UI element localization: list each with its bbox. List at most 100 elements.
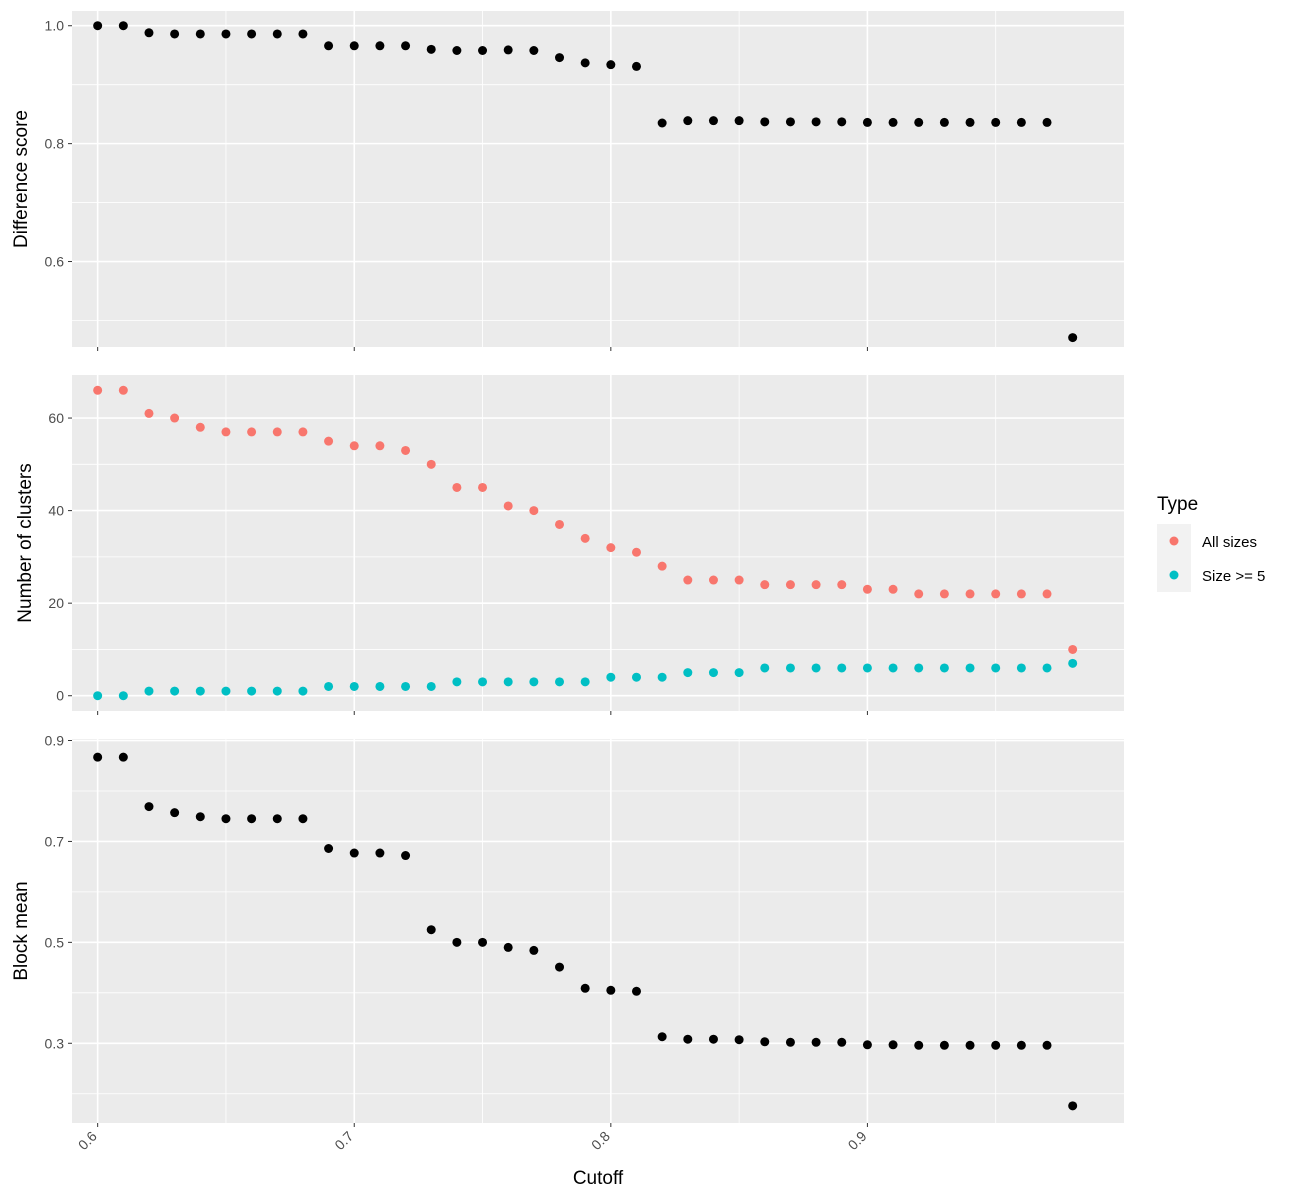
legend-key-all-sizes xyxy=(1169,536,1179,546)
data-point xyxy=(529,677,539,687)
y-axis-ticks: 0.3 0.5 0.7 0.9 xyxy=(45,733,72,1051)
data-point xyxy=(247,814,257,824)
data-point xyxy=(1016,117,1026,127)
data-point xyxy=(991,1040,1001,1050)
data-point xyxy=(1042,117,1052,127)
data-point xyxy=(298,29,308,39)
data-point xyxy=(503,501,513,511)
data-point xyxy=(401,681,411,691)
difference-score-panel: 0.6 0.8 1.0 Difference score xyxy=(11,11,1124,351)
data-point xyxy=(837,1037,847,1047)
data-point xyxy=(324,41,334,51)
y-tick-label: 0.8 xyxy=(45,136,65,152)
y-axis-title-difference-score: Difference score xyxy=(11,110,32,248)
grid-lines xyxy=(72,11,1124,347)
data-point xyxy=(144,408,154,418)
data-point xyxy=(657,118,667,128)
block-mean-panel: 0.3 0.5 0.7 0.9 0.6 0.7 0.8 0.9 Block mean Cut… xyxy=(11,733,1124,1189)
data-point xyxy=(426,925,436,935)
data-point xyxy=(221,686,231,696)
data-point xyxy=(247,686,257,696)
data-point xyxy=(837,117,847,127)
data-point xyxy=(401,851,411,861)
data-point xyxy=(914,117,924,127)
y-tick-label: 0.5 xyxy=(45,934,65,950)
data-point xyxy=(118,21,128,31)
data-point xyxy=(375,41,385,51)
y-tick-label: 1.0 xyxy=(45,18,65,34)
data-point xyxy=(170,686,180,696)
data-point xyxy=(1068,644,1078,654)
data-point xyxy=(683,575,693,585)
y-axis-title-block-mean: Block mean xyxy=(11,881,32,980)
data-point xyxy=(683,116,693,126)
data-point xyxy=(375,441,385,451)
y-tick-label: 60 xyxy=(48,410,64,426)
data-point xyxy=(811,117,821,127)
data-point xyxy=(939,663,949,673)
data-point xyxy=(298,686,308,696)
data-point xyxy=(452,677,462,687)
data-point xyxy=(298,814,308,824)
data-point xyxy=(118,752,128,762)
data-point xyxy=(375,681,385,691)
data-point xyxy=(93,752,103,762)
data-point xyxy=(221,29,231,39)
panel-background xyxy=(72,11,1124,347)
data-point xyxy=(478,677,488,687)
data-point xyxy=(631,672,641,682)
data-point xyxy=(529,506,539,516)
data-point xyxy=(888,663,898,673)
data-point xyxy=(401,445,411,455)
data-point xyxy=(631,986,641,996)
data-point xyxy=(991,663,1001,673)
data-point xyxy=(939,1040,949,1050)
data-point xyxy=(170,413,180,423)
data-point xyxy=(631,547,641,557)
data-point xyxy=(580,983,590,993)
data-point xyxy=(785,580,795,590)
y-tick-label: 0.6 xyxy=(45,254,65,270)
data-point xyxy=(93,691,103,701)
data-point xyxy=(221,427,231,437)
legend-label-all-sizes: All sizes xyxy=(1202,534,1257,551)
data-point xyxy=(580,58,590,68)
data-point xyxy=(503,942,513,952)
data-point xyxy=(606,60,616,70)
data-point xyxy=(195,686,205,696)
data-point xyxy=(118,691,128,701)
data-point xyxy=(555,962,565,972)
data-point xyxy=(221,814,231,824)
y-tick-label: 0.3 xyxy=(45,1035,65,1051)
data-point xyxy=(734,668,744,678)
data-point xyxy=(631,61,641,71)
x-tick-label: 0.8 xyxy=(588,1128,613,1153)
data-point xyxy=(144,28,154,38)
data-point xyxy=(888,117,898,127)
data-point xyxy=(93,385,103,395)
data-point xyxy=(170,29,180,39)
data-point xyxy=(503,45,513,55)
data-point xyxy=(1016,1040,1026,1050)
data-point xyxy=(375,848,385,858)
x-axis-ticks xyxy=(97,711,868,715)
data-point xyxy=(1042,589,1052,599)
data-point xyxy=(785,117,795,127)
x-tick-label: 0.7 xyxy=(331,1128,356,1153)
data-point xyxy=(683,1034,693,1044)
data-point xyxy=(914,589,924,599)
data-point xyxy=(657,561,667,571)
data-point xyxy=(324,436,334,446)
data-point xyxy=(939,589,949,599)
data-point xyxy=(888,1040,898,1050)
data-point xyxy=(862,1040,872,1050)
y-tick-label: 20 xyxy=(48,595,64,611)
data-point xyxy=(862,663,872,673)
data-point xyxy=(324,681,334,691)
grid-lines xyxy=(72,739,1124,1123)
data-point xyxy=(580,533,590,543)
data-point xyxy=(118,385,128,395)
data-point xyxy=(914,1040,924,1050)
grid-lines xyxy=(72,375,1124,711)
